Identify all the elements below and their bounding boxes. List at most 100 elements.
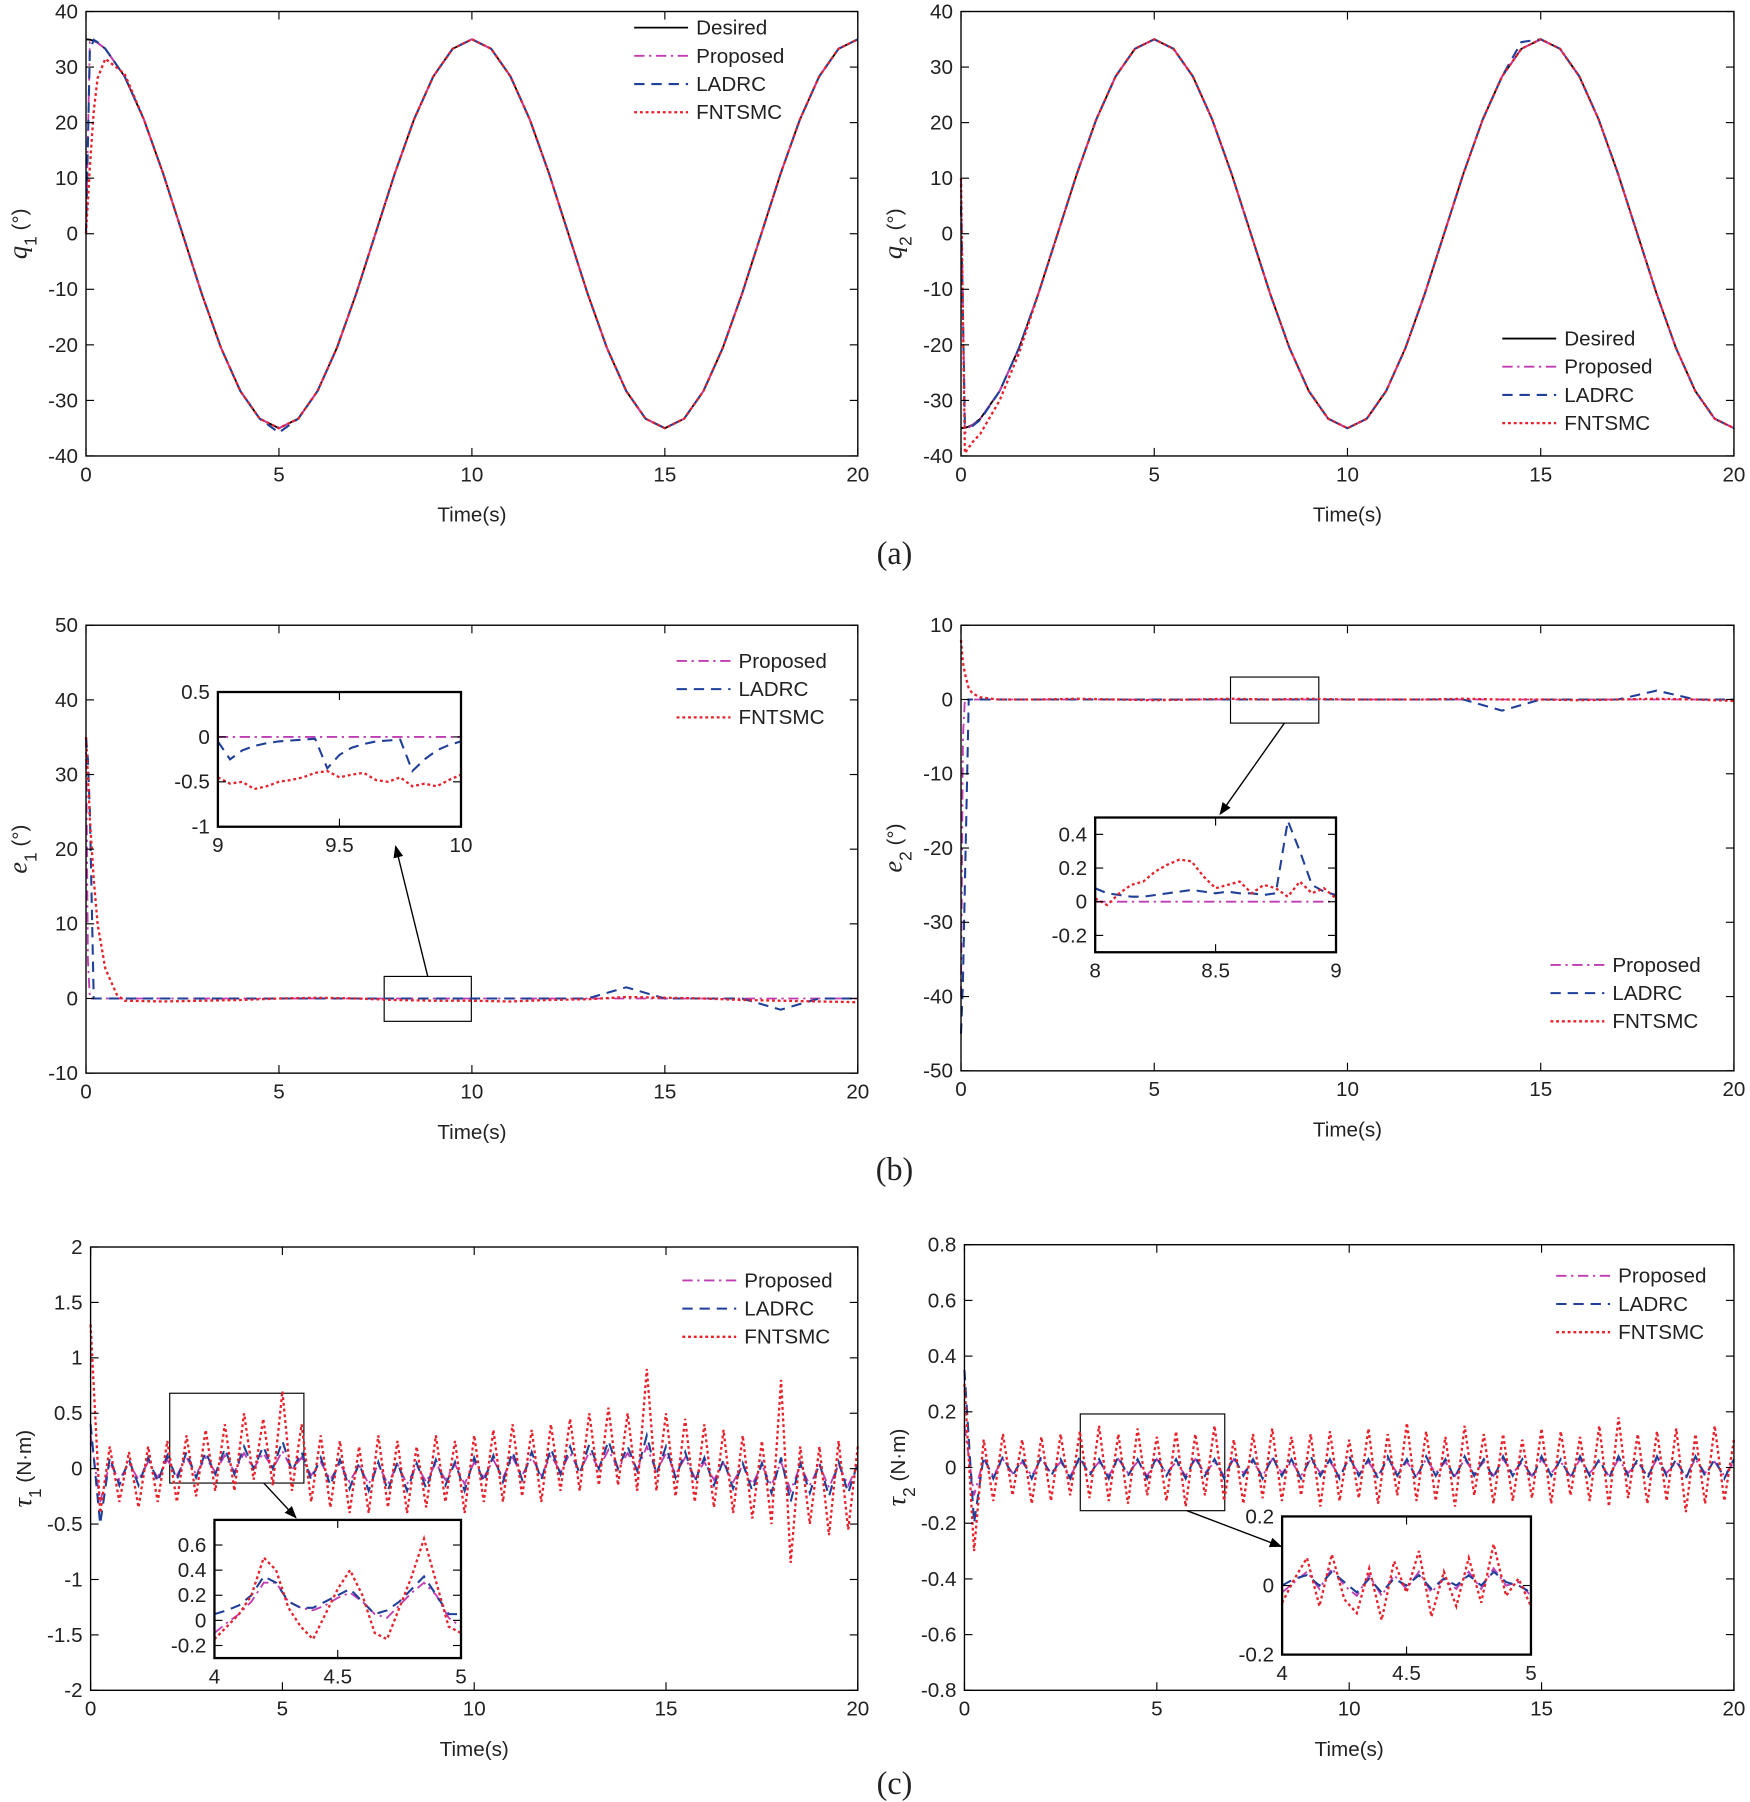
y-tick-label: 0.5	[54, 1402, 83, 1425]
zoom-arrow	[1186, 1510, 1283, 1548]
series-line	[89, 1424, 859, 1525]
x-tick-label: 5	[455, 1665, 466, 1688]
y-label-unit: (°)	[883, 208, 906, 236]
y-tick-label: 0.4	[178, 1559, 207, 1582]
x-tick-label: 15	[655, 1698, 678, 1721]
y-tick-label: 0	[71, 1458, 82, 1481]
y-tick-label: 0	[942, 223, 953, 246]
y-tick-label: 0.6	[178, 1534, 207, 1557]
inset-background	[1095, 817, 1337, 953]
y-tick-label: -30	[923, 911, 953, 934]
y-tick-label: -0.2	[171, 1634, 207, 1657]
x-tick-label: 15	[653, 1080, 676, 1103]
x-tick-label: 4	[1276, 1662, 1287, 1685]
y-tick-label: -1	[192, 816, 210, 839]
series-line	[89, 1324, 859, 1563]
y-label-subscript: 2	[895, 851, 915, 861]
legend-label: Proposed	[696, 45, 784, 68]
y-tick-label: 0	[945, 1456, 956, 1479]
legend-label: LADRC	[739, 678, 809, 701]
x-tick-label: 5	[277, 1698, 288, 1721]
y-tick-label: 20	[930, 112, 953, 135]
y-label-symbol: q	[2, 246, 32, 259]
y-tick-label: 0.6	[928, 1289, 957, 1312]
caption: (c)	[877, 1765, 913, 1801]
y-tick-label: -30	[48, 389, 78, 412]
caption: (b)	[876, 1151, 913, 1187]
y-tick-label: -0.5	[174, 771, 210, 794]
inset-background	[214, 1519, 462, 1659]
legend-label: Proposed	[744, 1269, 832, 1292]
inset-chart: 8 8.5 9 -0.2 0 0.2 0.4	[1052, 816, 1342, 983]
x-tick-label: 20	[846, 1080, 869, 1103]
y-label-unit: (°)	[8, 825, 31, 853]
y-tick-label: 10	[55, 167, 78, 190]
x-tick-label: 15	[653, 463, 676, 486]
y-tick-label: 0	[198, 726, 209, 749]
x-tick-label: 9.5	[325, 834, 354, 857]
y-label-symbol: e	[877, 861, 907, 873]
x-tick-label: 5	[1149, 463, 1160, 486]
y-tick-label: -0.4	[921, 1568, 957, 1591]
x-tick-label: 4.5	[323, 1665, 352, 1688]
series-line	[217, 737, 462, 773]
y-tick-label: -0.5	[47, 1513, 83, 1536]
y-tick-label: -20	[923, 837, 953, 860]
x-axis-label: Time(s)	[437, 504, 506, 527]
y-axis-label: τ2 (N·m)	[881, 1429, 919, 1507]
y-label-subscript: 2	[899, 1487, 919, 1497]
legend-label: LADRC	[744, 1297, 814, 1320]
x-tick-label: 8	[1089, 960, 1100, 983]
series-line	[84, 38, 859, 434]
x-tick-label: 0	[80, 1080, 91, 1103]
y-tick-label: -1.5	[47, 1624, 83, 1647]
x-tick-label: 10	[463, 1698, 486, 1721]
series-line	[1094, 817, 1337, 898]
series-line	[214, 1574, 462, 1616]
x-tick-label: 4.5	[1392, 1662, 1421, 1685]
y-tick-label: -20	[923, 334, 953, 357]
x-tick-label: 10	[1338, 1698, 1361, 1721]
y-tick-label: -10	[48, 1062, 78, 1085]
y-tick-label: 0.4	[928, 1345, 957, 1368]
y-tick-label: -40	[923, 985, 953, 1008]
y-label-unit: (N·m)	[887, 1429, 910, 1488]
x-tick-label: 5	[273, 463, 284, 486]
y-axis-label: q1 (°)	[2, 208, 40, 259]
x-tick-label: 0	[959, 1698, 970, 1721]
y-tick-label: 0.2	[178, 1584, 207, 1607]
x-tick-label: 5	[1151, 1698, 1162, 1721]
legend-label: FNTSMC	[696, 101, 782, 124]
x-tick-label: 10	[460, 463, 483, 486]
y-tick-label: -0.2	[921, 1512, 957, 1535]
y-tick-label: 0	[942, 688, 953, 711]
y-tick-label: -0.8	[921, 1679, 957, 1702]
x-tick-label: 20	[846, 463, 869, 486]
y-label-symbol: e	[2, 862, 32, 874]
y-tick-label: -20	[48, 334, 78, 357]
series-line	[89, 1435, 859, 1503]
y-label-subscript: 1	[20, 236, 40, 246]
series-line	[1281, 1543, 1533, 1621]
y-tick-label: -40	[48, 445, 78, 468]
x-tick-label: 5	[1149, 1078, 1160, 1101]
y-tick-label: 40	[930, 0, 953, 23]
legend-label: FNTSMC	[1564, 412, 1650, 435]
x-axis-label: Time(s)	[1313, 1118, 1382, 1141]
y-axis-label: e2 (°)	[877, 823, 915, 872]
x-tick-label: 0	[955, 1078, 966, 1101]
y-tick-label: 10	[930, 614, 953, 637]
legend-label: Proposed	[739, 650, 827, 673]
x-tick-label: 5	[1525, 1662, 1536, 1685]
y-tick-label: 0	[1263, 1574, 1274, 1597]
y-tick-label: -0.2	[1239, 1643, 1275, 1666]
y-label-unit: (°)	[8, 208, 31, 236]
y-tick-label: 50	[55, 614, 78, 637]
legend-label: LADRC	[1564, 384, 1634, 407]
inset-chart: 4 4.5 5 -0.200.20.40.6	[171, 1518, 467, 1688]
